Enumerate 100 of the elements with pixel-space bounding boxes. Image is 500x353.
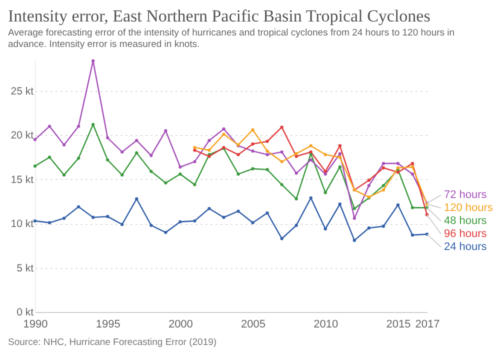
point (309, 144, 312, 148)
x-tick-label: 2000 (168, 318, 193, 330)
point (91, 122, 95, 126)
point (62, 216, 66, 220)
point (309, 158, 312, 162)
x-tick-label: 2015 (386, 318, 411, 330)
point (367, 178, 371, 182)
point (280, 183, 284, 186)
point (324, 191, 327, 194)
point (222, 127, 226, 131)
point (91, 216, 95, 219)
point (324, 227, 327, 230)
point (135, 151, 138, 154)
source-note: Source: NHC, Hurricane Forecasting Error (2019) (8, 337, 217, 348)
point (193, 146, 196, 150)
point (280, 160, 284, 164)
point (222, 132, 226, 136)
point (178, 165, 182, 169)
point (150, 224, 153, 227)
point (236, 153, 240, 156)
point (382, 224, 386, 228)
y-tick-label: 5 kt (16, 262, 34, 274)
point (266, 153, 269, 156)
point (396, 170, 400, 174)
point (352, 216, 356, 220)
point (120, 222, 124, 226)
point (266, 149, 269, 153)
point (48, 124, 52, 128)
point (294, 152, 298, 156)
point (106, 158, 110, 162)
point (410, 206, 414, 210)
point (352, 238, 356, 242)
point (294, 172, 298, 175)
point (120, 150, 124, 154)
point (208, 206, 211, 210)
point (294, 224, 298, 227)
point (208, 148, 211, 152)
x-tick-label: 2017 (415, 318, 440, 330)
point (135, 197, 138, 200)
point (48, 156, 52, 159)
point (367, 226, 371, 230)
x-tick-label: 1995 (96, 318, 120, 330)
point (280, 150, 284, 154)
point (222, 216, 226, 219)
point (236, 172, 240, 176)
point (251, 167, 254, 170)
point (208, 138, 211, 142)
point (410, 162, 414, 166)
chart-subtitle: Average forecasting error of the intensity of hurricanes and tropical cyclones from 24 hours to 120 hours in advance. Intensity error is measured in knots. (8, 27, 455, 50)
point (338, 202, 342, 206)
series-label: 72 hours (444, 189, 488, 202)
series-label: 24 hours (444, 241, 488, 254)
point (135, 138, 138, 142)
point (193, 183, 196, 186)
point (164, 181, 168, 184)
point (106, 136, 110, 140)
x-tick-label: 1990 (23, 318, 48, 330)
point (164, 230, 168, 234)
series-label: 120 hours (444, 202, 494, 214)
point (382, 162, 386, 166)
y-tick-label: 20 kt (10, 130, 34, 142)
x-tick-label: 2010 (314, 318, 338, 330)
y-tick-label: 0 kt (16, 306, 34, 318)
point (266, 140, 269, 143)
point (236, 210, 240, 213)
y-tick-label: 15 kt (10, 174, 34, 186)
chart-title: Intensity error, East Northern Pacific Basin Tropical Cyclones (8, 6, 430, 26)
point (48, 221, 52, 224)
point (294, 154, 298, 158)
point (324, 172, 327, 176)
point (266, 168, 269, 172)
point (251, 221, 254, 224)
point (150, 154, 153, 158)
point (338, 152, 342, 156)
y-tick-label: 10 kt (10, 218, 34, 230)
point (120, 173, 124, 177)
point (294, 197, 298, 200)
point (382, 184, 386, 188)
point (164, 129, 168, 132)
point (396, 203, 400, 207)
point (33, 164, 37, 168)
point (193, 148, 196, 152)
point (410, 172, 414, 176)
point (338, 144, 342, 148)
point (178, 172, 182, 176)
point (367, 184, 371, 188)
point (280, 237, 284, 240)
point (410, 165, 414, 169)
point (382, 166, 386, 170)
point (324, 153, 327, 156)
point (338, 165, 342, 169)
point (62, 173, 66, 177)
point (251, 128, 254, 132)
point (106, 214, 110, 218)
point (382, 188, 386, 192)
point (396, 162, 400, 166)
point (62, 143, 66, 146)
point (193, 160, 196, 164)
point (76, 205, 80, 208)
point (251, 149, 254, 153)
